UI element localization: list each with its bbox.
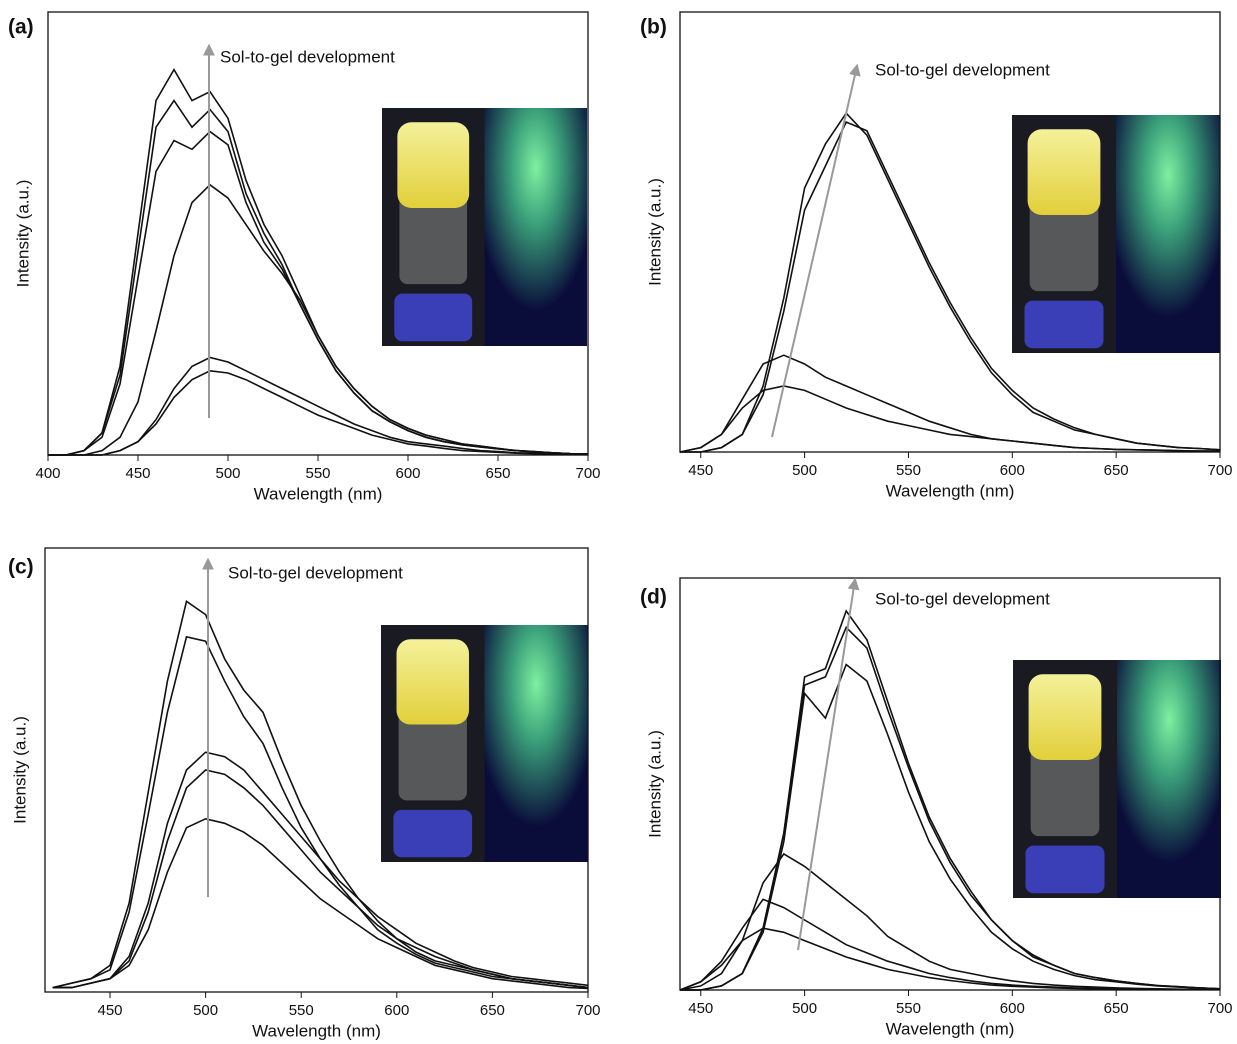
x-axis-label: Wavelength (nm)	[886, 1019, 1015, 1038]
x-tick-label: 450	[125, 465, 150, 482]
x-axis-label: Wavelength (nm)	[254, 484, 383, 503]
spectrum-line	[679, 927, 1220, 991]
x-tick-label: 650	[1104, 462, 1129, 479]
panel-label: (c)	[8, 556, 34, 579]
x-tick-label: 500	[193, 1002, 218, 1019]
spectrum-line	[52, 769, 589, 989]
annotation: Sol-to-gel development	[875, 589, 1050, 608]
x-axis-label: Wavelength (nm)	[252, 1021, 381, 1040]
x-tick-label: 700	[575, 465, 600, 482]
x-tick-label: 700	[1207, 462, 1232, 479]
x-tick-label: 500	[792, 1000, 817, 1017]
spectrum-line	[679, 898, 1220, 991]
panel-label: (d)	[640, 586, 667, 609]
plot-frame	[44, 547, 589, 993]
x-tick-label: 450	[97, 1002, 122, 1019]
y-axis-label: Intensity (a.u.)	[645, 178, 664, 286]
plot-frame	[679, 11, 1221, 453]
plot-frame	[679, 577, 1221, 991]
spectrum-line	[679, 354, 1220, 453]
inset-photo	[381, 625, 588, 862]
gel-cap	[1028, 674, 1102, 760]
photo-uv	[1116, 115, 1220, 353]
spectrum-line	[679, 385, 1220, 453]
x-tick-label: 550	[305, 465, 330, 482]
annotation: Sol-to-gel development	[875, 60, 1050, 79]
x-tick-label: 600	[384, 1002, 409, 1019]
spectrum-line	[48, 183, 589, 456]
x-tick-label: 500	[215, 465, 240, 482]
spectrum-line	[680, 120, 1221, 453]
x-tick-label: 450	[688, 1000, 713, 1017]
x-tick-label: 650	[480, 1002, 505, 1019]
vial-lid	[1025, 845, 1105, 894]
spectrum-line	[52, 751, 589, 989]
panel-label: (a)	[8, 16, 34, 39]
x-tick-label: 450	[688, 462, 713, 479]
gel-cap	[397, 122, 470, 208]
annotation: Sol-to-gel development	[220, 47, 395, 66]
gel-cap	[1027, 129, 1101, 215]
trend-arrow	[797, 577, 860, 951]
x-tick-label: 550	[896, 1000, 921, 1017]
x-axis-label: Wavelength (nm)	[886, 481, 1015, 500]
trend-arrow	[771, 63, 861, 438]
photo-uv	[484, 625, 588, 862]
vial-lid	[393, 809, 473, 858]
x-tick-label: 600	[1000, 1000, 1025, 1017]
y-axis-label: Intensity (a.u.)	[10, 716, 29, 824]
x-tick-label: 700	[575, 1002, 600, 1019]
x-tick-label: 550	[896, 462, 921, 479]
photo-uv	[484, 108, 587, 346]
spectrum-line	[48, 356, 589, 456]
x-tick-label: 600	[1000, 462, 1025, 479]
x-tick-label: 650	[485, 465, 510, 482]
x-tick-label: 400	[35, 465, 60, 482]
inset-photo	[1013, 660, 1221, 898]
spectrum-line	[48, 369, 588, 456]
x-tick-label: 550	[289, 1002, 314, 1019]
spectrum-line	[679, 852, 1220, 991]
spectrum-line	[680, 625, 1221, 991]
y-axis-label: Intensity (a.u.)	[645, 730, 664, 838]
inset-photo	[382, 108, 587, 346]
x-tick-label: 650	[1104, 1000, 1129, 1017]
gel-cap	[396, 639, 469, 725]
panel-label: (b)	[640, 16, 667, 39]
photo-uv	[1117, 660, 1221, 898]
vial-lid	[1024, 300, 1104, 349]
y-axis-label: Intensity (a.u.)	[13, 180, 32, 288]
vial-lid	[394, 293, 473, 342]
x-tick-label: 600	[395, 465, 420, 482]
spectrum-line	[52, 817, 589, 990]
x-tick-label: 500	[792, 462, 817, 479]
annotation: Sol-to-gel development	[228, 563, 403, 582]
inset-photo	[1012, 115, 1220, 353]
x-tick-label: 700	[1207, 1000, 1232, 1017]
